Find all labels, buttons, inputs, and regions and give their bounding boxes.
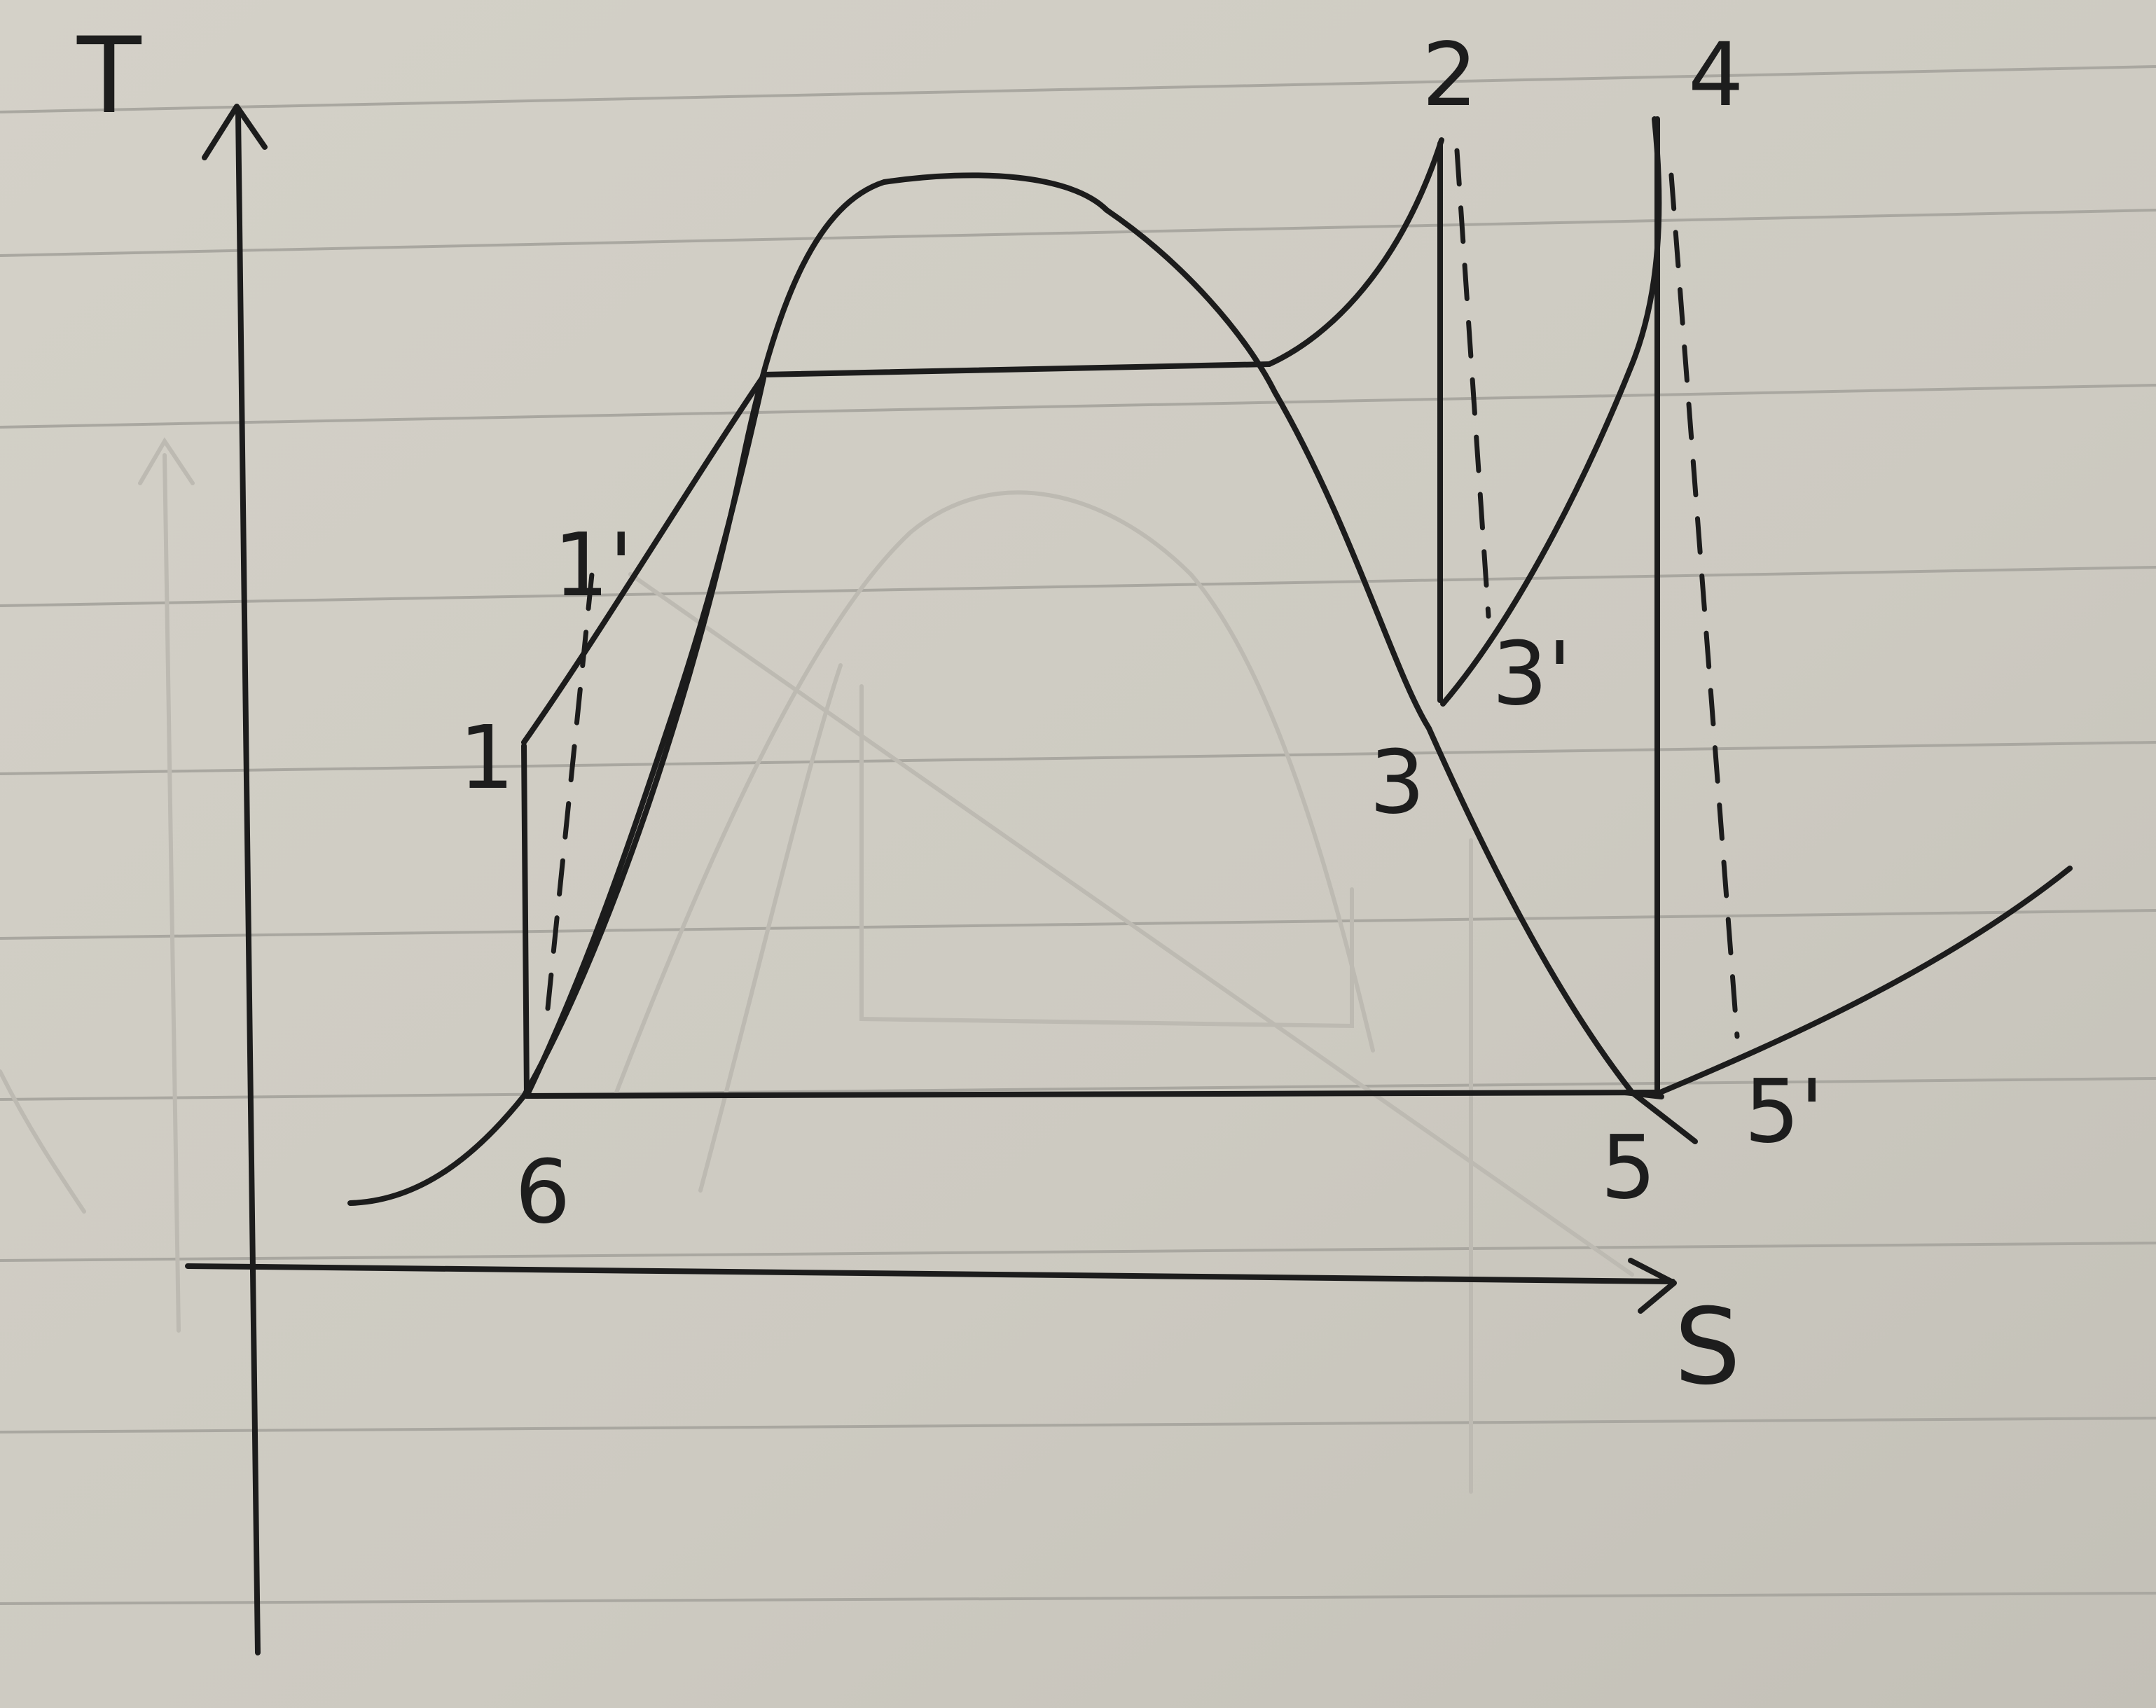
t-axis-line xyxy=(235,109,261,1655)
ghost-axis-stub xyxy=(163,453,181,1333)
ruled-line xyxy=(0,1417,2156,1433)
ruled-line xyxy=(0,384,2156,429)
ghost-diagonal xyxy=(628,572,1634,1277)
ruled-line xyxy=(0,909,2156,940)
ghost-box xyxy=(859,684,1354,1029)
ghost-inner-curve xyxy=(698,663,843,1193)
state-label-6: 6 xyxy=(515,1141,571,1243)
ghost-arrow xyxy=(138,437,195,485)
ruled-line xyxy=(0,741,2156,775)
s-axis-label: S xyxy=(1674,1286,1741,1408)
ruled-line xyxy=(0,1242,2156,1262)
state-label-3p: 3' xyxy=(1492,623,1572,725)
dashed-line-4-5p xyxy=(1668,172,1740,1039)
condensation-line-5-6 xyxy=(524,1090,1661,1099)
saturation-dome-curve xyxy=(347,172,1698,1206)
s-axis-line xyxy=(185,1263,1675,1284)
tick-at-5 xyxy=(1622,1090,1664,1099)
ruled-line xyxy=(0,566,2156,607)
state-label-4: 4 xyxy=(1688,25,1744,126)
superheat-line-2 xyxy=(1266,137,1444,367)
t-axis-arrowhead xyxy=(202,104,268,160)
ruled-lines xyxy=(0,65,2156,1605)
line-1-heating xyxy=(521,375,765,745)
t-axis-label: T xyxy=(76,15,142,137)
ghost-sketch xyxy=(0,437,1634,1494)
vaporization-line xyxy=(761,361,1272,377)
superheated-vapor-line xyxy=(1657,866,2073,1095)
ruled-line xyxy=(0,1592,2156,1605)
s-axis-arrowhead xyxy=(1628,1258,1677,1314)
ruled-line xyxy=(0,209,2156,257)
state-label-3: 3 xyxy=(1369,732,1425,833)
axes xyxy=(185,104,1677,1655)
ruled-line xyxy=(0,65,2156,113)
ghost-left-curve xyxy=(0,1069,86,1214)
ghost-dome-curve xyxy=(614,490,1375,1095)
state-label-2: 2 xyxy=(1422,25,1478,126)
state-label-5: 5 xyxy=(1601,1117,1657,1218)
dashed-line-2-3p xyxy=(1454,148,1491,619)
state-label-1p: 1' xyxy=(553,515,633,616)
state-label-5p: 5' xyxy=(1744,1061,1824,1162)
cycle-lines xyxy=(347,116,2073,1206)
dashed-line-6-1p xyxy=(545,571,595,1011)
dashed-lines xyxy=(545,148,1740,1039)
line-1-6 xyxy=(521,743,530,1099)
saturated-liquid-line xyxy=(524,375,766,1099)
state-label-1: 1 xyxy=(459,707,515,809)
ruled-line xyxy=(0,1077,2156,1101)
